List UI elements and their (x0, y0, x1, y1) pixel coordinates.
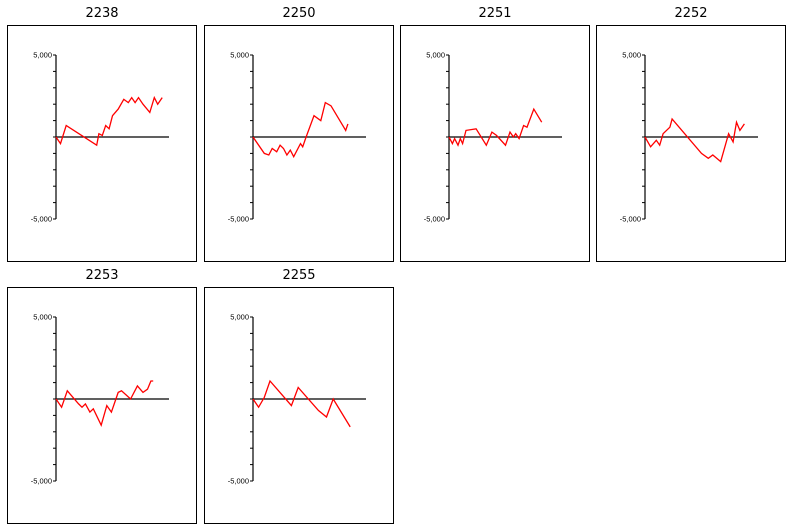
series-line (252, 101, 349, 159)
chart-panel-2251: 2251 -5,000 5,000 (400, 4, 590, 262)
chart-plot: -5,000 5,000 (424, 51, 562, 224)
chart-plot: -5,000 5,000 (228, 313, 366, 486)
chart-frame: -5,000 5,000 (204, 287, 394, 524)
chart-frame: -5,000 5,000 (204, 25, 394, 262)
y-tick-label: -5,000 (424, 215, 445, 224)
y-tick-label: 5,000 (33, 313, 52, 322)
series-line (448, 107, 543, 147)
y-tick-label: 5,000 (622, 51, 641, 60)
y-tick-label: -5,000 (31, 477, 52, 486)
chart-frame: -5,000 5,000 (400, 25, 590, 262)
y-tick-label: 5,000 (33, 51, 52, 60)
chart-title: 2250 (282, 6, 316, 21)
y-tick-label: 5,000 (426, 51, 445, 60)
chart-panel-2252: 2252 -5,000 5,000 (596, 4, 786, 262)
y-tick-label: -5,000 (228, 477, 249, 486)
y-tick-label: -5,000 (228, 215, 249, 224)
series-line (55, 95, 163, 147)
chart-panel-2250: 2250 -5,000 5,000 (204, 4, 394, 262)
chart-frame: -5,000 5,000 (7, 25, 197, 262)
chart-title: 2255 (282, 268, 316, 283)
chart-plot: -5,000 5,000 (31, 313, 169, 486)
y-tick-label: 5,000 (230, 313, 249, 322)
chart-panel-2253: 2253 -5,000 5,000 (7, 266, 197, 524)
chart-panel-2238: 2238 -5,000 5,000 (7, 4, 197, 262)
chart-title: 2238 (85, 6, 119, 21)
chart-panel-2255: 2255 -5,000 5,000 (204, 266, 394, 524)
chart-plot: -5,000 5,000 (31, 51, 169, 224)
chart-title: 2251 (478, 6, 512, 21)
chart-frame: -5,000 5,000 (596, 25, 786, 262)
series-line (252, 379, 351, 428)
chart-frame: -5,000 5,000 (7, 287, 197, 524)
y-tick-label: -5,000 (31, 215, 52, 224)
y-tick-label: 5,000 (230, 51, 249, 60)
y-tick-label: -5,000 (620, 215, 641, 224)
chart-plot: -5,000 5,000 (228, 51, 366, 224)
series-line (644, 117, 745, 163)
chart-title: 2253 (85, 268, 119, 283)
chart-plot: -5,000 5,000 (620, 51, 758, 224)
chart-title: 2252 (674, 6, 708, 21)
series-line (55, 380, 154, 428)
